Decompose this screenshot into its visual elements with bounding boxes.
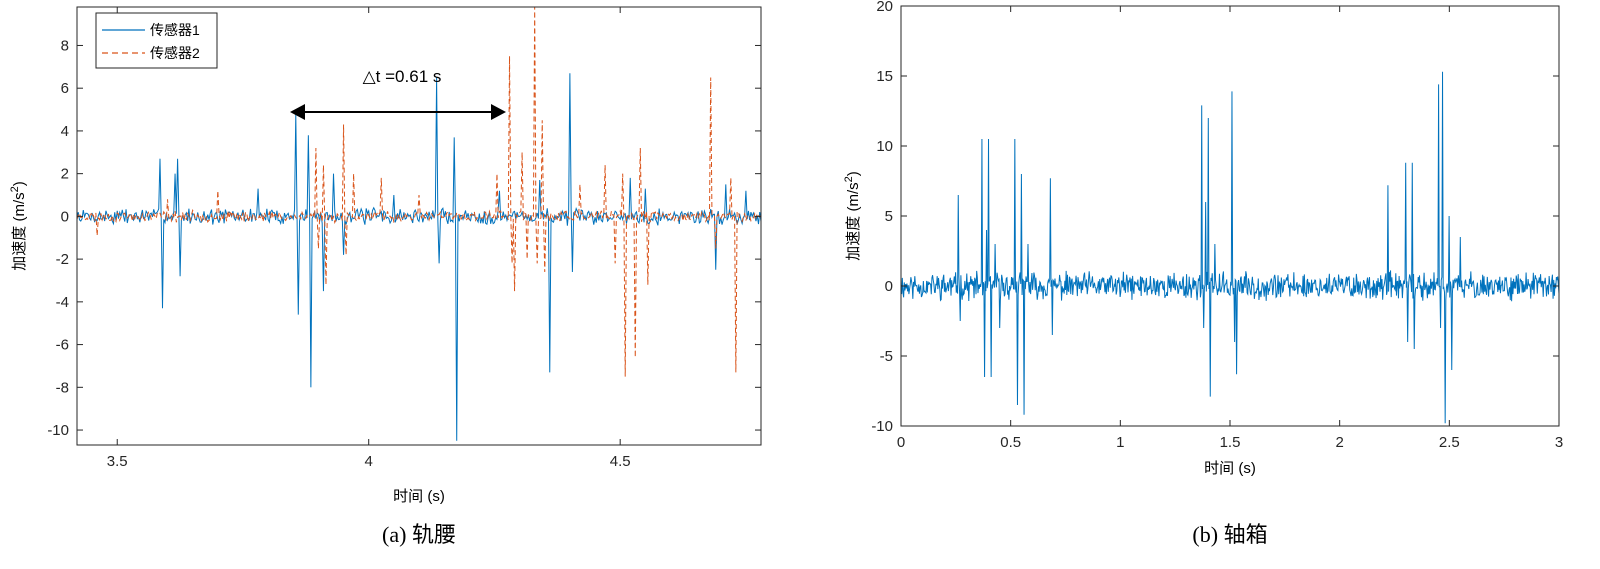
chart-a-legend-box bbox=[95, 12, 218, 69]
chart-b-xtick-label: 1 bbox=[1116, 434, 1124, 451]
chart-a-ylabel-main: 加速度 (m/s bbox=[11, 192, 28, 270]
chart-a-xlabel: 时间 (s) bbox=[393, 488, 445, 505]
chart-a-ytick-label: 8 bbox=[61, 37, 69, 54]
chart-a-ytick-label: 2 bbox=[61, 166, 69, 183]
chart-a: 3.5 4 4.5 -10 -8 -6 -4 -2 0 2 4 6 8 △t =0.61 s 传感器1 … bbox=[9, 6, 762, 547]
chart-b-ytick-label: 5 bbox=[885, 208, 893, 225]
chart-a-annotation-arrowhead-right bbox=[491, 104, 506, 120]
chart-b-xtick-label: 0.5 bbox=[1000, 434, 1021, 451]
chart-a-legend-label-2: 传感器2 bbox=[150, 45, 200, 61]
chart-a-series-layer bbox=[76, 6, 762, 441]
chart-a-series-2-line bbox=[76, 6, 762, 377]
chart-b-ytick-label: 0 bbox=[885, 278, 893, 295]
chart-b-caption: (b) 轴箱 bbox=[1192, 522, 1267, 547]
chart-b-ylabel-sup: 2 bbox=[843, 176, 855, 182]
chart-b-ylabel-close: ) bbox=[845, 171, 862, 176]
chart-b-xlabel: 时间 (s) bbox=[1204, 460, 1256, 477]
chart-b-ytick-label: 15 bbox=[876, 68, 893, 85]
chart-b-ytick-label: 10 bbox=[876, 138, 893, 155]
chart-b-ytick-label: -5 bbox=[880, 348, 893, 365]
chart-a-ytick-label: -6 bbox=[56, 337, 69, 354]
chart-b-ylabel-main: 加速度 (m/s bbox=[845, 182, 862, 260]
chart-a-ytick-label: 6 bbox=[61, 80, 69, 97]
chart-b-xtick-label: 2 bbox=[1335, 434, 1343, 451]
chart-b: 0 0.5 1 1.5 2 2.5 3 -10 -5 0 5 10 15 20 时间 (s) 加速度 (m… bbox=[843, 0, 1563, 547]
chart-a-caption: (a) 轨腰 bbox=[382, 522, 456, 547]
chart-b-xtick-label: 2.5 bbox=[1439, 434, 1460, 451]
chart-b-ticks: 0 0.5 1 1.5 2 2.5 3 -10 -5 0 5 10 15 20 bbox=[871, 0, 1563, 451]
chart-b-xtick-label: 0 bbox=[897, 434, 905, 451]
chart-b-xtick-label: 3 bbox=[1555, 434, 1563, 451]
chart-a-axes-box bbox=[76, 6, 762, 446]
chart-b-ylabel: 加速度 (m/s2) bbox=[843, 171, 862, 260]
chart-a-xtick-label: 3.5 bbox=[107, 453, 128, 470]
chart-b-ytick-label: -10 bbox=[871, 418, 893, 435]
chart-a-ylabel: 加速度 (m/s2) bbox=[9, 181, 28, 270]
chart-a-xtick-label: 4.5 bbox=[610, 453, 631, 470]
chart-a-annotation-arrowhead-left bbox=[290, 104, 305, 120]
chart-b-xtick-label: 1.5 bbox=[1220, 434, 1241, 451]
chart-a-ylabel-sup: 2 bbox=[9, 186, 21, 192]
chart-a-ytick-label: -4 bbox=[56, 294, 69, 311]
chart-b-series-1-line bbox=[900, 71, 1560, 424]
chart-a-legend-label-1: 传感器1 bbox=[150, 22, 200, 38]
chart-a-ytick-label: -10 bbox=[47, 422, 69, 439]
chart-a-legend: 传感器1 传感器2 bbox=[95, 12, 218, 69]
chart-a-ytick-label: 0 bbox=[61, 208, 69, 225]
chart-b-ytick-label: 20 bbox=[876, 0, 893, 15]
chart-a-ytick-label: -2 bbox=[56, 251, 69, 268]
chart-a-annotation-text: △t =0.61 s bbox=[363, 67, 442, 86]
chart-a-ylabel-close: ) bbox=[11, 181, 28, 186]
chart-b-series-layer bbox=[900, 71, 1560, 424]
chart-a-series-1-line bbox=[76, 73, 762, 441]
chart-a-xtick-label: 4 bbox=[365, 453, 373, 470]
chart-a-ytick-label: 4 bbox=[61, 123, 69, 140]
chart-a-ticks: 3.5 4 4.5 -10 -8 -6 -4 -2 0 2 4 6 8 bbox=[47, 7, 761, 470]
chart-b-axes-box bbox=[900, 5, 1560, 427]
chart-a-ytick-label: -8 bbox=[56, 379, 69, 396]
